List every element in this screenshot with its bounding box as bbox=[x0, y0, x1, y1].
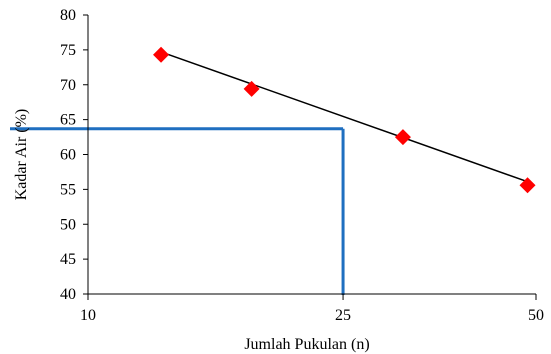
data-point bbox=[394, 129, 411, 146]
y-tick-label: 55 bbox=[60, 181, 76, 198]
y-tick-label: 40 bbox=[60, 286, 76, 303]
y-ticks: 40 45 50 55 60 65 70 75 80 bbox=[60, 7, 88, 303]
y-axis-title: Kadar Air (%) bbox=[13, 109, 30, 201]
data-point bbox=[519, 177, 536, 194]
data-point bbox=[243, 80, 260, 97]
y-tick-label: 50 bbox=[60, 216, 76, 233]
x-axis-title: Jumlah Pukulan (n) bbox=[244, 336, 369, 353]
y-tick-label: 80 bbox=[60, 7, 76, 24]
data-points bbox=[153, 46, 536, 194]
y-tick-label: 65 bbox=[60, 112, 76, 129]
x-tick-label: 50 bbox=[528, 307, 544, 324]
trendline bbox=[160, 51, 528, 183]
data-point bbox=[153, 46, 170, 63]
y-tick-label: 45 bbox=[60, 251, 76, 268]
y-tick-label: 75 bbox=[60, 42, 76, 59]
x-tick-label: 25 bbox=[335, 307, 351, 324]
axes: 40 45 50 55 60 65 70 75 80 10 25 50 bbox=[60, 7, 544, 324]
reference-lines bbox=[10, 127, 345, 295]
x-tick-label: 10 bbox=[80, 307, 96, 324]
x-ticks: 10 25 50 bbox=[80, 294, 544, 324]
y-tick-label: 70 bbox=[60, 77, 76, 94]
y-tick-label: 60 bbox=[60, 147, 76, 164]
